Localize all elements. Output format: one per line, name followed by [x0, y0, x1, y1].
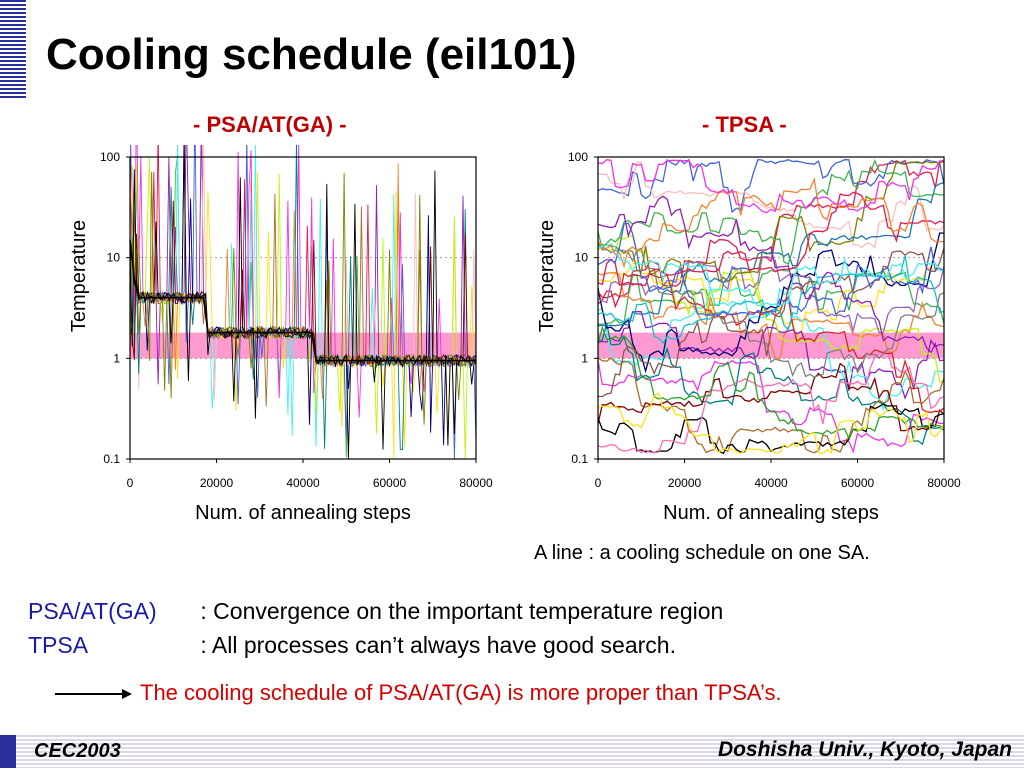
slide-title: Cooling schedule (eil101): [46, 30, 577, 79]
series-line: [597, 359, 945, 454]
note-tpsa-label: TPSA: [28, 632, 89, 658]
footer-affiliation: Doshisha Univ., Kyoto, Japan: [717, 738, 1012, 761]
series-line: [597, 158, 945, 266]
series-line: [597, 287, 945, 412]
footer-accent-block: [0, 735, 16, 768]
x-tick-label: 0: [595, 476, 602, 490]
series-line: [597, 350, 945, 454]
series-line: [597, 181, 945, 327]
series-line: [129, 198, 477, 446]
series-line: [597, 158, 945, 214]
y-axis-label: Temperature: [68, 220, 90, 332]
series-line: [597, 310, 945, 400]
footer-conference: CEC2003: [34, 740, 121, 762]
x-axis-label: Num. of annealing steps: [195, 502, 411, 524]
x-tick-label: 40000: [754, 476, 788, 490]
series-line: [597, 323, 945, 446]
x-axis-label: Num. of annealing steps: [663, 502, 879, 524]
series-line: [597, 247, 945, 398]
y-axis-label: Temperature: [536, 220, 558, 332]
x-tick-label: 80000: [927, 476, 961, 490]
series-line: [597, 392, 945, 455]
series-line: [597, 177, 945, 269]
footer-bar: [0, 735, 1024, 768]
y-tick-label: 100: [100, 150, 120, 164]
x-tick-label: 20000: [200, 476, 234, 490]
x-tick-label: 20000: [668, 476, 702, 490]
y-tick-label: 1: [113, 351, 120, 365]
series-line: [597, 195, 945, 362]
series-line: [597, 222, 945, 316]
x-tick-label: 60000: [841, 476, 875, 490]
decorative-stripes: [0, 0, 26, 100]
conclusion-text: The cooling schedule of PSA/AT(GA) is mo…: [140, 680, 782, 705]
note-tpsa-text: : All processes can’t always have good s…: [200, 632, 676, 658]
series-group: [597, 158, 945, 455]
y-tick-label: 0.1: [103, 452, 120, 466]
y-tick-label: 100: [568, 150, 588, 164]
x-tick-label: 0: [127, 476, 134, 490]
chart-psa: 0.1 1 10 100 0 20000 40000 60000 80000 Num. of an…: [68, 145, 493, 524]
arrow-head-icon: [122, 689, 132, 699]
series-line: [597, 159, 945, 286]
arrow-right-icon: [55, 693, 125, 695]
y-tick-label: 1: [581, 351, 588, 365]
series-line: [597, 159, 945, 214]
y-tick-label: 10: [575, 251, 589, 265]
note-psa: PSA/AT(GA) : Convergence on the importan…: [28, 598, 723, 625]
chart-tpsa: 0.1 1 10 100 0 20000 40000 60000 80000 Num. of an…: [536, 150, 961, 524]
series-line: [597, 232, 945, 374]
x-tick-label: 80000: [459, 476, 493, 490]
note-psa-label: PSA/AT(GA): [28, 598, 157, 624]
series-group: [129, 145, 477, 460]
convergence-line: [129, 239, 476, 362]
note-tpsa: TPSA : All processes can’t always have g…: [28, 632, 676, 659]
chart-title-tpsa: - TPSA -: [702, 112, 787, 137]
series-line: [597, 362, 945, 432]
note-psa-text: : Convergence on the important temperatu…: [200, 598, 724, 624]
y-tick-label: 10: [107, 251, 121, 265]
series-line: [597, 159, 945, 309]
x-tick-label: 40000: [286, 476, 320, 490]
x-tick-label: 60000: [373, 476, 407, 490]
chart-footnote: A line : a cooling schedule on one SA.: [534, 542, 870, 564]
series-line: [597, 325, 945, 440]
series-line: [129, 145, 477, 460]
y-tick-label: 0.1: [571, 452, 588, 466]
series-line: [597, 272, 945, 361]
series-line: [597, 243, 945, 307]
chart-title-psa: - PSA/AT(GA) -: [193, 112, 347, 137]
series-line: [597, 256, 945, 334]
series-line: [597, 191, 945, 287]
series-line: [597, 241, 945, 378]
